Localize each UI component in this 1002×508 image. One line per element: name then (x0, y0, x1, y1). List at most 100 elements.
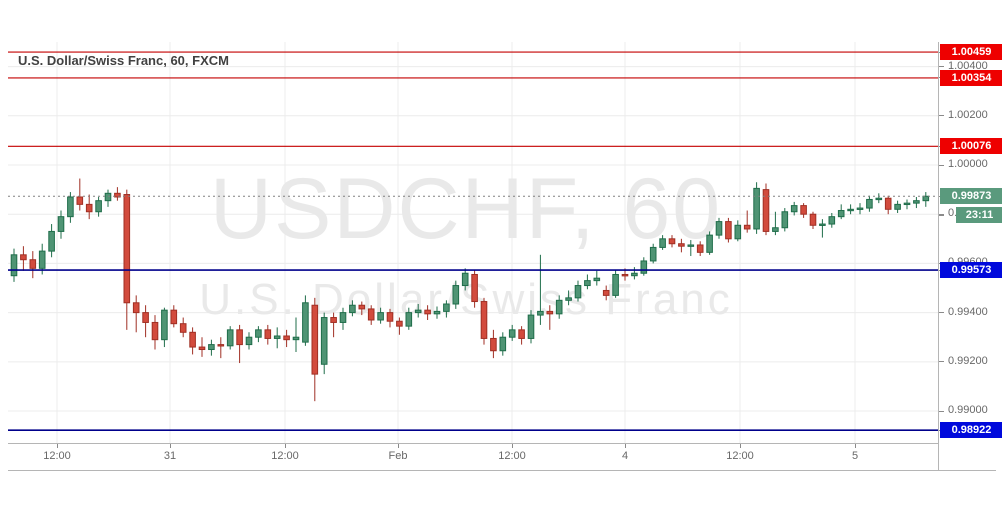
time-axis-label: 12:00 (43, 450, 71, 462)
time-axis[interactable]: 12:00 31 12:00 Feb 12:00 4 12:00 5 (8, 444, 938, 470)
candle-body (640, 260, 648, 274)
symbol-legend[interactable]: U.S. Dollar/Swiss Franc, 60, FXCM (18, 53, 229, 68)
candle-body (208, 344, 215, 351)
candle-body (85, 203, 93, 213)
price-axis-label: 1.00400 (948, 59, 988, 72)
candle-body (790, 205, 798, 213)
candle-body (198, 346, 206, 351)
candle-body (57, 216, 65, 232)
candle-body (20, 254, 27, 261)
price-tick (939, 115, 944, 117)
price-level-badge: 0.99573 (940, 262, 1002, 279)
candle-body (67, 196, 74, 218)
candlestick-chart[interactable]: USDCHF, 60U.S. Dollar/Swiss Franc (8, 42, 938, 443)
price-tick (939, 213, 944, 215)
time-tick (170, 444, 171, 448)
candle-body (668, 238, 676, 245)
time-tick (398, 444, 399, 448)
candle-body (38, 250, 46, 269)
candle-body (226, 329, 234, 347)
candle-body (414, 309, 422, 314)
candle-body (678, 243, 685, 247)
price-tick (939, 410, 944, 412)
candle-body (574, 285, 582, 299)
candle-body (311, 304, 319, 375)
candle-body (245, 336, 253, 346)
candle-body (104, 192, 112, 202)
time-axis-label: 12:00 (271, 450, 299, 462)
plot-bottom-border (8, 443, 938, 444)
candle-body (283, 335, 290, 341)
candle-body (95, 200, 102, 213)
price-level-badge: 0.98922 (940, 422, 1002, 439)
candle-body (358, 304, 366, 310)
candle-body (612, 273, 619, 296)
candle-body (320, 317, 328, 365)
candle-body (837, 210, 845, 218)
time-axis-label: Feb (388, 450, 408, 462)
time-axis-label: 31 (163, 450, 177, 462)
candle-body (819, 223, 826, 226)
candle-body (132, 302, 140, 314)
current-price-badge: 0.99873 (940, 188, 1002, 205)
candle-body (809, 213, 817, 226)
candle-body (302, 302, 309, 343)
candle-body (236, 329, 243, 346)
candle-body (725, 221, 732, 240)
candle-body (452, 285, 460, 305)
candle-body (546, 310, 554, 315)
time-axis-label: 12:00 (498, 450, 526, 462)
price-tick (939, 164, 944, 166)
candle-body (565, 297, 572, 301)
candle-body (217, 344, 225, 347)
time-axis-label: 5 (851, 450, 859, 462)
candle-body (602, 289, 610, 296)
candle-body (593, 277, 601, 282)
price-tick (939, 66, 944, 68)
chart-plot-area[interactable]: USDCHF, 60 U.S. Dollar/Swiss Franc U.S. D… (8, 42, 938, 443)
bar-countdown-badge: 23:11 (956, 207, 1002, 224)
candle-body (772, 227, 779, 232)
candle-body (264, 329, 272, 339)
candle-body (537, 310, 544, 316)
candle-body (527, 314, 535, 339)
candle-body (123, 194, 131, 304)
time-axis-label: 12:00 (726, 450, 754, 462)
candle-body (555, 299, 563, 315)
price-level-badge: 1.00354 (940, 69, 1002, 86)
time-tick (57, 444, 58, 448)
candle-body (828, 216, 836, 225)
candle-body (856, 207, 864, 210)
time-tick (740, 444, 741, 448)
candle-body (696, 244, 704, 253)
candle-body (922, 195, 930, 202)
candle-body (866, 198, 873, 209)
candle-body (330, 317, 337, 323)
watermark-symbol: USDCHF, 60 (210, 161, 722, 257)
candle-body (339, 312, 347, 323)
candle-body (753, 187, 760, 230)
candle-body (706, 234, 713, 253)
candle-body (847, 208, 854, 212)
candle-body (273, 335, 281, 339)
candle-body (377, 312, 384, 321)
candle-body (443, 303, 450, 312)
candle-body (29, 259, 37, 269)
price-level-badge: 1.00459 (940, 44, 1002, 61)
price-axis[interactable]: 1.004001.002001.000000.998000.996000.994… (938, 42, 1002, 470)
price-axis-label: 1.00000 (948, 158, 988, 170)
price-tick (939, 214, 944, 216)
candle-body (913, 200, 920, 204)
candle-body (734, 224, 742, 240)
candle-body (471, 273, 478, 303)
candle-body (10, 254, 18, 277)
candle-body (762, 189, 770, 232)
candle-body (142, 312, 149, 323)
price-level-badge: 1.00076 (940, 138, 1002, 155)
frame-bottom-border (8, 470, 996, 471)
price-tick (939, 312, 944, 314)
candle-body (386, 312, 394, 322)
candle-body (114, 192, 121, 198)
time-tick (855, 444, 856, 448)
